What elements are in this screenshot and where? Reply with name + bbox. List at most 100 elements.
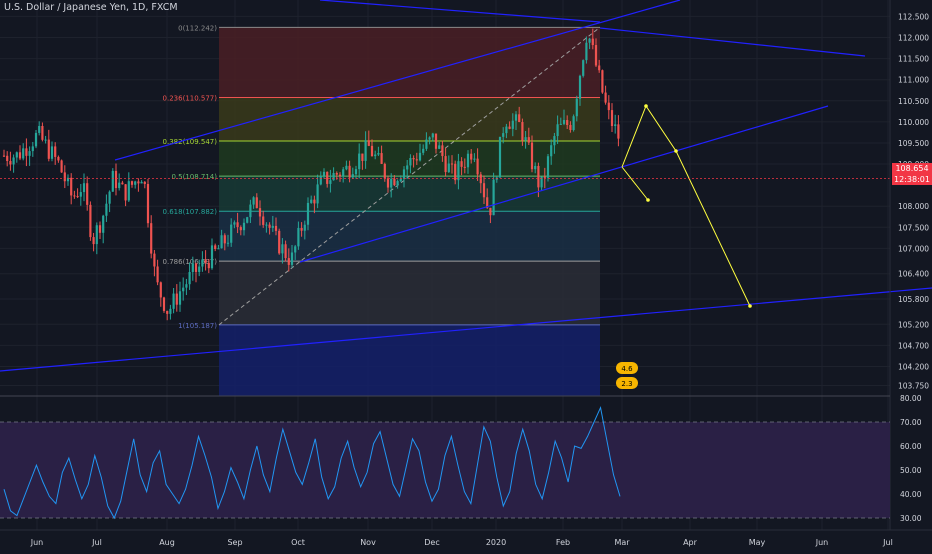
candle-body (15, 152, 18, 158)
candle-body (578, 75, 582, 99)
rsi-axis-tick: 60.00 (900, 442, 922, 451)
candle-body (124, 184, 127, 201)
candle-body (201, 259, 204, 267)
time-axis-tick: Jul (91, 538, 102, 547)
candle-body (297, 227, 300, 247)
candle-body (546, 156, 550, 178)
candle-body (156, 266, 159, 283)
candle-body (233, 222, 236, 225)
candle-body (284, 244, 287, 259)
resistance-trendline (599, 27, 866, 57)
candle-body (153, 253, 156, 267)
event-badge-label: 2.3 (621, 380, 632, 388)
fib-band (219, 261, 600, 325)
candle-body (358, 153, 361, 170)
candle-body (502, 133, 505, 137)
time-axis-tick: Nov (360, 538, 376, 547)
candle-body (335, 172, 338, 175)
candle-body (130, 181, 134, 185)
candle-body (172, 293, 175, 309)
fib-band (219, 27, 600, 98)
candle-body (450, 163, 454, 165)
rsi-axis-tick: 50.00 (900, 466, 922, 475)
candle-body (473, 158, 476, 160)
candle-body (534, 165, 537, 170)
candle-body (41, 125, 44, 140)
candle-body (230, 224, 233, 243)
candle-body (566, 120, 569, 125)
candle-body (92, 237, 95, 245)
candle-body (345, 165, 348, 170)
price-axis-tick: 112.000 (898, 34, 929, 43)
time-axis-tick: Apr (683, 538, 698, 547)
candle-body (415, 159, 418, 161)
candle-body (511, 120, 514, 129)
candle-body (265, 224, 268, 226)
fib-band (219, 97, 600, 141)
fib-level-label: 0.786(106.697) (163, 258, 218, 266)
candle-body (252, 197, 255, 205)
candle-body (444, 156, 447, 173)
time-axis-tick: Jul (882, 538, 893, 547)
projection-arrowhead (748, 304, 752, 308)
candle-body (460, 161, 463, 167)
candle-body (390, 178, 393, 188)
projection-arrows (621, 104, 752, 308)
time-axis-tick: Jun (815, 538, 829, 547)
candle-body (313, 199, 316, 204)
lower-channel-trendline (0, 287, 932, 372)
candle-body (514, 114, 518, 121)
candle-body (102, 215, 105, 233)
price-axis-tick: 111.000 (898, 76, 929, 85)
candle-body (463, 166, 466, 168)
candle-body (601, 70, 604, 93)
candle-body (210, 245, 214, 269)
price-axis-tick: 111.500 (898, 55, 929, 64)
candle-body (111, 170, 114, 192)
candle-body (406, 165, 409, 170)
price-axis-tick: 112.500 (898, 12, 929, 21)
candle-body (326, 171, 329, 184)
candle-body (319, 176, 322, 185)
candle-body (207, 262, 210, 269)
candle-body (300, 227, 303, 231)
candle-body (86, 183, 89, 205)
candle-body (591, 38, 594, 46)
candle-body (431, 133, 434, 138)
candle-body (537, 165, 540, 188)
fib-level-label: 0.382(109.547) (163, 138, 218, 146)
candle-body (377, 153, 380, 155)
candle-body (220, 235, 223, 249)
candle-body (54, 146, 57, 157)
event-badge-bg (616, 377, 638, 389)
candle-body (134, 181, 137, 185)
candle-body (63, 172, 66, 182)
candle-body (73, 195, 76, 197)
candle-body (367, 140, 370, 146)
candle-body (236, 222, 239, 228)
candle-body (374, 154, 377, 157)
price-axis-tick: 104.200 (898, 362, 929, 371)
candle-body (306, 202, 310, 225)
candle-body (607, 102, 610, 111)
candle-body (294, 246, 297, 253)
candle-body (588, 38, 591, 43)
candle-body (361, 153, 364, 161)
candle-body (348, 165, 351, 178)
candle-body (217, 248, 220, 250)
candle-body (505, 126, 508, 134)
event-badge-label: 4.6 (621, 365, 633, 373)
candle-body (438, 145, 441, 149)
candle-body (146, 184, 150, 224)
candle-body (303, 224, 306, 231)
candle-body (278, 230, 281, 254)
candle-body (422, 148, 425, 153)
candle-body (508, 126, 511, 129)
fib-level-label: 0.5(108.714) (171, 173, 217, 181)
candle-body (342, 169, 345, 177)
candle-body (457, 161, 460, 181)
candle-body (271, 225, 274, 228)
time-axis-tick: Feb (556, 538, 570, 547)
candle-body (454, 163, 457, 181)
candle-body (89, 204, 92, 238)
